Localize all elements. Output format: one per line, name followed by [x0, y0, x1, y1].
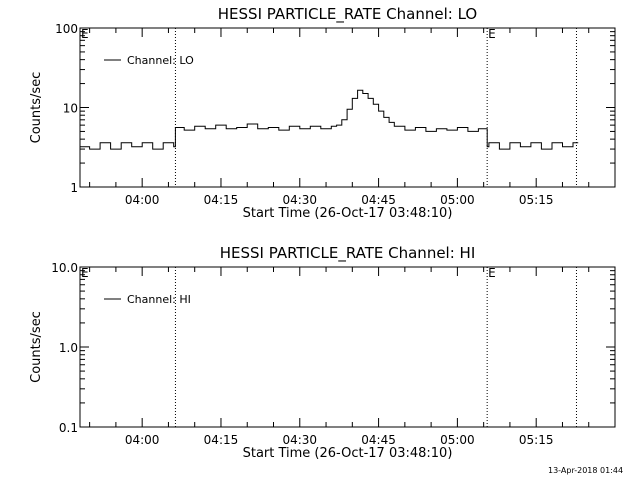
hi-x-tick-label: 04:30	[282, 433, 317, 447]
lo-x-axis-label: Start Time (26-Oct-17 03:48:10)	[243, 206, 453, 221]
lo-x-tick-label: 04:15	[204, 193, 239, 207]
hi-x-tick-label: 04:00	[125, 433, 160, 447]
lo-event-marker-label: E	[488, 27, 496, 41]
lo-x-tick-label: 04:45	[361, 193, 396, 207]
lo-x-tick-label: 05:00	[440, 193, 475, 207]
footer-timestamp: 13-Apr-2018 01:44	[548, 466, 624, 475]
lo-x-tick-label: 04:30	[282, 193, 317, 207]
hi-corner-label: E	[81, 266, 89, 280]
hi-x-tick-label: 05:00	[440, 433, 475, 447]
lo-series-line	[80, 89, 579, 150]
hi-x-tick-label: 04:45	[361, 433, 396, 447]
lo-corner-label: E	[81, 27, 89, 41]
lo-x-tick-label: 05:15	[519, 193, 554, 207]
hi-legend-label: Channel: HI	[127, 293, 191, 306]
hi-y-tick-label: 0.1	[59, 421, 78, 435]
hi-plot-frame	[79, 266, 616, 428]
lo-y-axis-label: Counts/sec	[29, 72, 44, 144]
hi-x-axis-label: Start Time (26-Oct-17 03:48:10)	[243, 446, 453, 461]
hi-y-tick-label: 1.0	[59, 341, 78, 355]
lo-y-tick-label: 10	[63, 102, 78, 116]
lo-y-tick-label: 1	[70, 181, 78, 195]
hi-event-marker-label: E	[488, 266, 496, 280]
lo-chart-title: HESSI PARTICLE_RATE Channel: LO	[218, 5, 477, 24]
lo-plot-frame	[79, 27, 616, 188]
lo-x-tick-label: 04:00	[125, 193, 160, 207]
hi-x-tick-label: 04:15	[204, 433, 239, 447]
hi-y-axis-label: Counts/sec	[29, 311, 44, 383]
lo-legend-label: Channel: LO	[127, 54, 194, 67]
hi-chart-title: HESSI PARTICLE_RATE Channel: HI	[220, 244, 476, 263]
hi-x-tick-label: 05:15	[519, 433, 554, 447]
hi-y-tick-label: 10.0	[51, 261, 78, 275]
lo-y-tick-label: 100	[55, 22, 78, 36]
